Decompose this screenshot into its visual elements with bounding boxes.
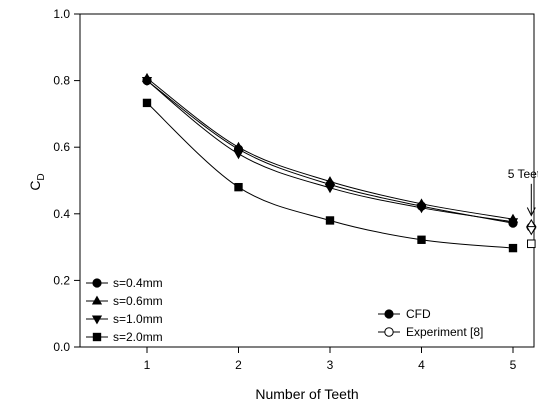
y-tick-label: 0.4 [53, 207, 70, 221]
data-point-s=1.0mm [416, 204, 427, 214]
legend-marker [384, 327, 394, 337]
legend-label: s=0.4mm [113, 276, 163, 290]
data-point-s=2.0mm [142, 98, 152, 108]
legend-label: Experiment [8] [406, 325, 483, 339]
y-tick-label: 0.2 [53, 273, 70, 287]
data-point-s=1.0mm [324, 184, 336, 194]
x-tick-label: 2 [235, 358, 242, 372]
y-tick-label: 0.8 [53, 74, 70, 88]
legend-label: s=1.0mm [113, 312, 163, 326]
legend-marker [91, 295, 103, 305]
series-line-s=1.0mm [146, 80, 514, 223]
y-axis-ticks: 0.0 0.2 0.4 0.6 0.8 1.0 [53, 7, 80, 354]
legend-type: CFD Experiment [8] [378, 307, 483, 339]
x-tick-label: 3 [327, 358, 334, 372]
data-point-s=1.0mm [507, 218, 519, 228]
series-layer [141, 72, 519, 253]
x-axis-ticks: 1 2 3 4 5 [144, 347, 517, 372]
legend-label: s=0.6mm [113, 294, 163, 308]
plot-frame [79, 13, 535, 348]
legend-label: s=2.0mm [113, 330, 163, 344]
legend-marker [91, 315, 103, 325]
legend-marker [92, 278, 102, 288]
legend-marker [92, 332, 102, 342]
y-axis-title-sub: D [36, 173, 47, 180]
experiment-points [526, 218, 537, 249]
experiment-point [527, 239, 536, 249]
x-axis-title: Number of Teeth [255, 386, 358, 402]
data-point-s=2.0mm [325, 216, 335, 225]
series-line-s=0.4mm [146, 80, 514, 224]
series-line-s=0.6mm [146, 77, 514, 220]
data-point-s=1.0mm [141, 77, 153, 87]
x-tick-label: 5 [510, 358, 517, 372]
y-tick-label: 1.0 [53, 7, 70, 21]
data-point-s=1.0mm [233, 150, 244, 160]
y-tick-label: 0.0 [53, 340, 70, 354]
y-tick-label: 0.6 [53, 140, 70, 154]
x-tick-label: 4 [418, 358, 425, 372]
data-point-s=2.0mm [417, 235, 426, 244]
legend-marker [384, 309, 394, 319]
y-axis-title-main: C [27, 181, 43, 191]
annotation-text: 5 Teeth [508, 167, 538, 181]
legend-label: CFD [406, 307, 431, 321]
annotation-arrow-head [526, 207, 536, 217]
experiment-point [526, 226, 537, 236]
legend-series: s=0.4mm s=0.6mm s=1.0mm s=2.0mm [86, 276, 163, 344]
x-tick-label: 1 [144, 358, 151, 372]
y-axis-title: CD [27, 173, 47, 190]
data-point-s=2.0mm [234, 182, 243, 192]
data-point-s=2.0mm [508, 243, 518, 253]
series-line-s=2.0mm [146, 102, 514, 249]
annotation-5-teeth: 5 Teeth [508, 167, 538, 217]
